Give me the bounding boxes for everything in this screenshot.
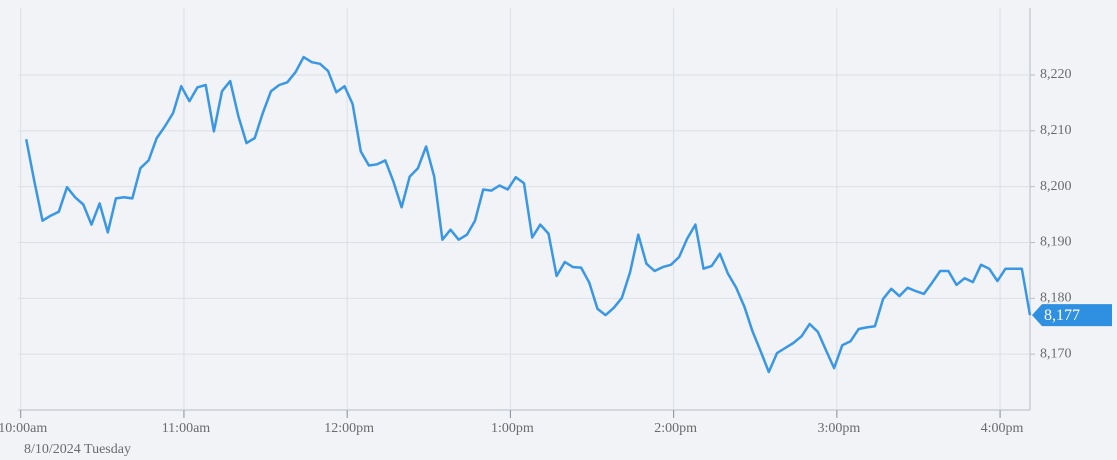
y-tick-label: 8,170 xyxy=(1040,346,1072,361)
x-tick-label: 11:00am xyxy=(162,421,211,436)
y-tick-label: 8,190 xyxy=(1040,235,1072,250)
x-tick-label: 12:00pm xyxy=(324,421,374,436)
chart-subtitle: 8/10/2024 Tuesday xyxy=(24,442,131,457)
current-value-tag xyxy=(1032,304,1112,327)
y-tick-label: 8,210 xyxy=(1040,123,1072,138)
x-tick-label: 4:00pm xyxy=(981,421,1024,436)
price-line xyxy=(24,55,1032,374)
x-tick-label: 10:00am xyxy=(0,421,47,436)
y-tick-label: 8,180 xyxy=(1040,291,1072,306)
x-tick-label: 3:00pm xyxy=(817,421,860,436)
y-tick-label: 8,200 xyxy=(1040,179,1072,194)
y-tick-label: 8,220 xyxy=(1040,67,1072,82)
x-tick-label: 2:00pm xyxy=(654,421,697,436)
current-value-label: 8,177 xyxy=(1044,307,1080,324)
x-tick-label: 1:00pm xyxy=(491,421,534,436)
